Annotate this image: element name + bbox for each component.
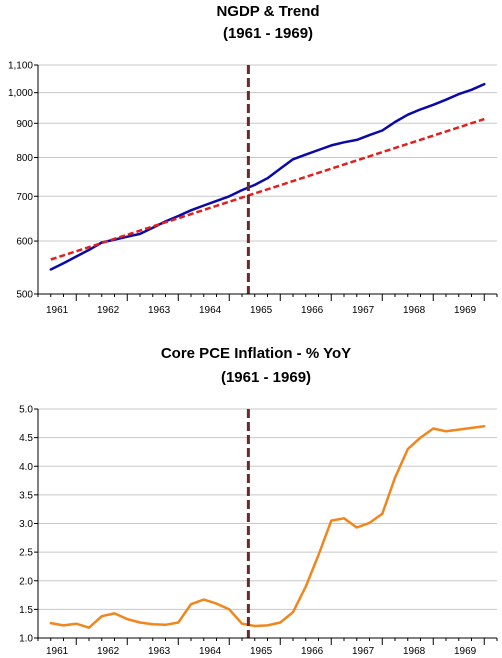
y-tick-label: 3.5 <box>19 490 33 501</box>
y-tick-label: 1,100 <box>8 61 33 72</box>
x-tick-label: 1965 <box>250 646 273 657</box>
y-tick-label: 4.5 <box>19 433 33 444</box>
x-tick-label: 1969 <box>454 646 477 657</box>
core-pce-inflation-chart: Core PCE Inflation - % YoY (1961 - 1969)… <box>19 345 498 657</box>
x-tick-label: 1962 <box>97 305 120 316</box>
x-tick-label: 1967 <box>352 305 375 316</box>
x-tick-label: 1962 <box>97 646 120 657</box>
x-tick-label: 1969 <box>454 305 477 316</box>
x-tick-label: 1961 <box>46 646 69 657</box>
series-line-1 <box>50 117 485 261</box>
x-tick-label: 1963 <box>148 305 171 316</box>
x-tick-label: 1965 <box>250 305 273 316</box>
y-tick-label: 800 <box>16 153 33 164</box>
y-tick-label: 500 <box>16 290 33 301</box>
series-line-0 <box>49 82 486 271</box>
x-tick-label: 1966 <box>301 305 324 316</box>
y-tick-label: 900 <box>16 119 33 130</box>
y-tick-label: 700 <box>16 192 33 203</box>
x-tick-label: 1961 <box>46 305 69 316</box>
chart-title: Core PCE Inflation - % YoY <box>161 345 351 362</box>
series-line-0 <box>49 424 486 629</box>
y-tick-label: 2.0 <box>19 576 33 587</box>
chart-subtitle: (1961 - 1969) <box>221 369 311 386</box>
x-tick-label: 1966 <box>301 646 324 657</box>
x-tick-label: 1963 <box>148 646 171 657</box>
x-tick-label: 1968 <box>403 646 426 657</box>
y-tick-label: 2.5 <box>19 548 33 559</box>
x-tick-label: 1964 <box>199 646 222 657</box>
y-tick-label: 4.0 <box>19 462 33 473</box>
y-tick-label: 600 <box>16 237 33 248</box>
x-tick-label: 1967 <box>352 646 375 657</box>
y-tick-label: 1.5 <box>19 605 33 616</box>
chart-subtitle: (1961 - 1969) <box>223 25 313 42</box>
ngdp-trend-chart: NGDP & Trend (1961 - 1969) 500 600 700 800 9… <box>8 3 498 316</box>
x-tick-label: 1968 <box>403 305 426 316</box>
y-tick-label: 5.0 <box>19 405 33 416</box>
x-tick-label: 1964 <box>199 305 222 316</box>
y-tick-label: 1,000 <box>8 88 33 99</box>
chart-title: NGDP & Trend <box>216 3 319 20</box>
y-tick-label: 1.0 <box>19 634 33 645</box>
y-tick-label: 3.0 <box>19 519 33 530</box>
